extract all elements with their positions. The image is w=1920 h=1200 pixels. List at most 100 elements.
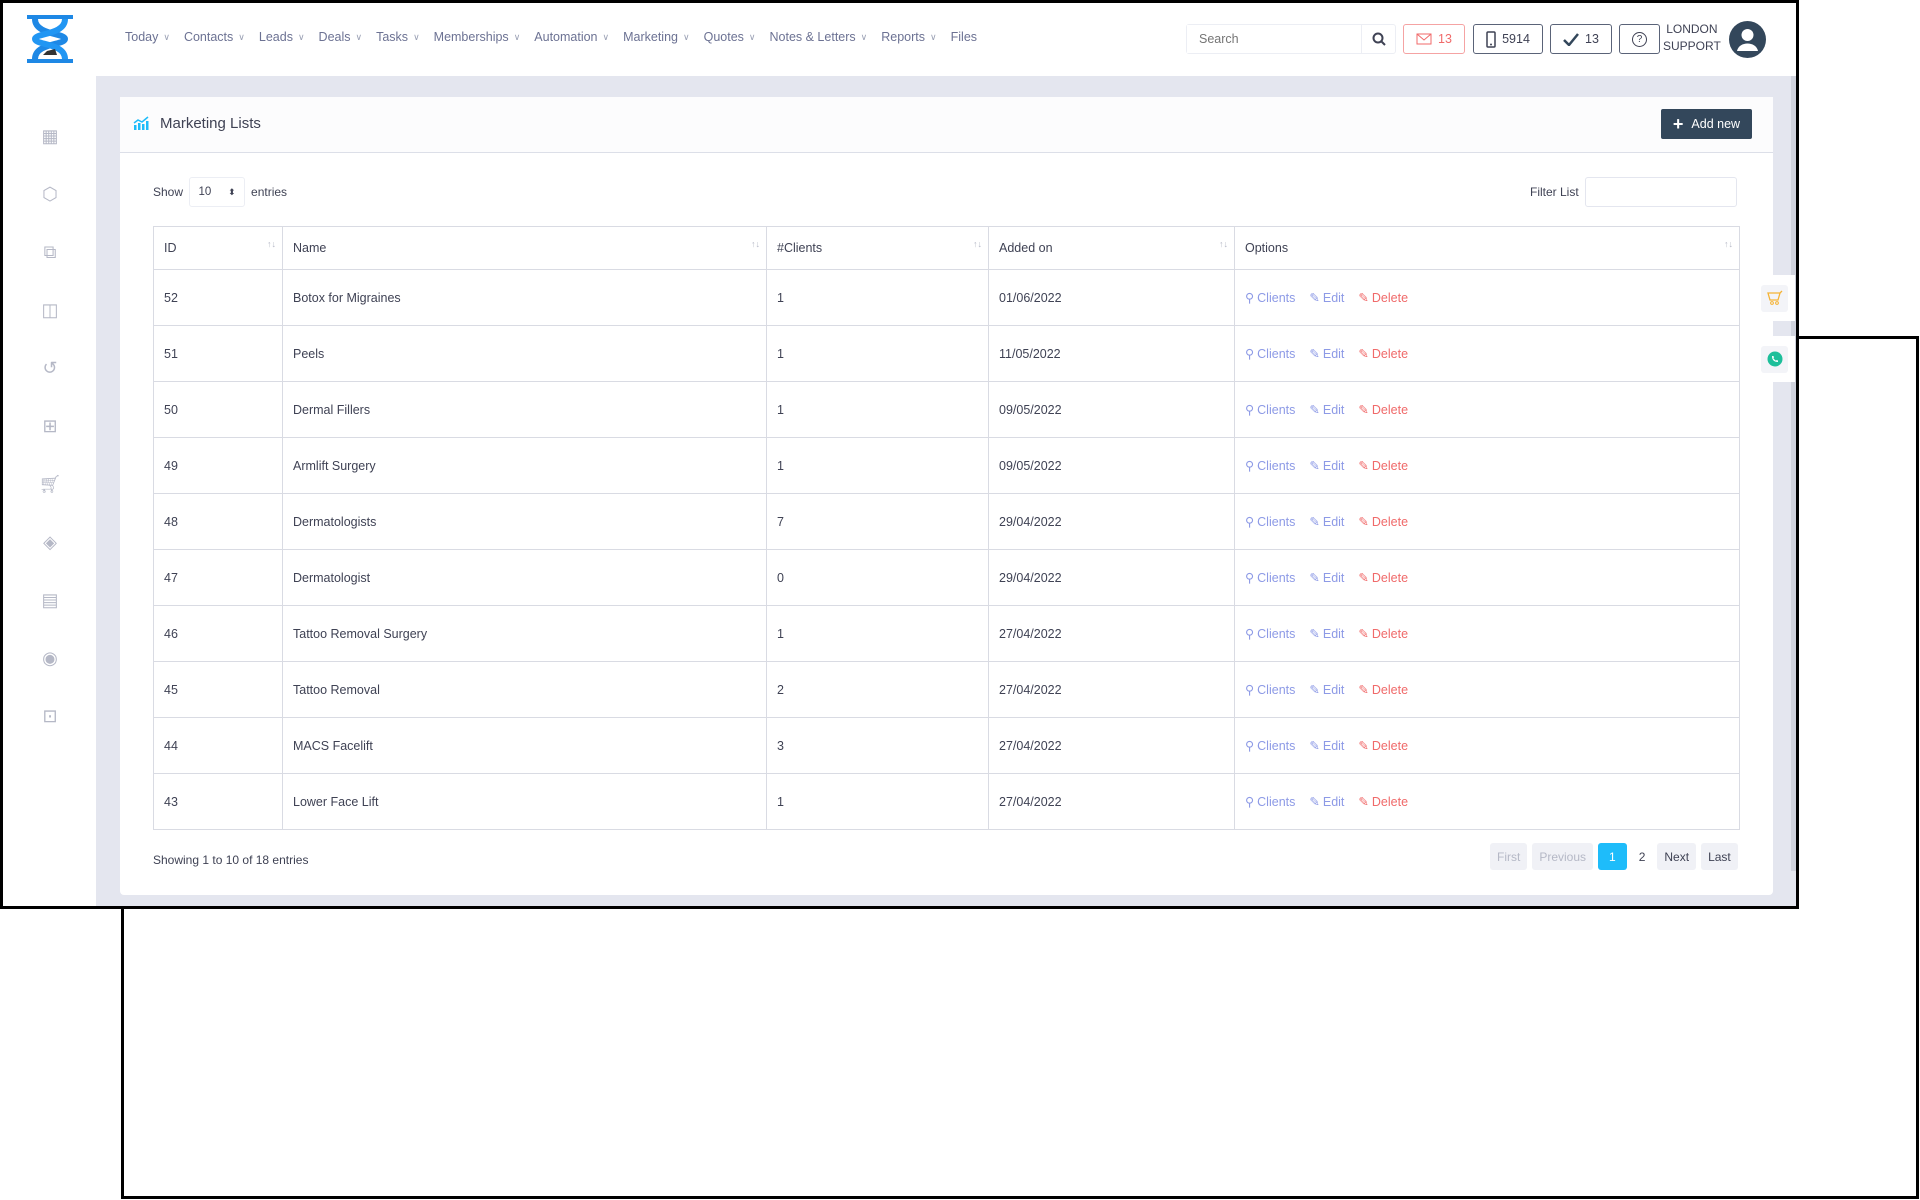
sms-button[interactable]: 5914 — [1473, 24, 1543, 54]
whatsapp-float-button[interactable] — [1754, 336, 1795, 382]
delete-icon: ✎ — [1358, 459, 1369, 473]
user-icon: ⚲ — [1245, 795, 1255, 809]
page-2[interactable]: 2 — [1638, 849, 1646, 864]
report-icon[interactable]: ▤ — [41, 589, 59, 610]
delete-link[interactable]: ✎ Delete — [1358, 458, 1408, 474]
gift-icon[interactable]: ⊞ — [42, 415, 58, 436]
delete-link[interactable]: ✎ Delete — [1358, 514, 1409, 530]
cart-icon[interactable]: 🛒︎ — [38, 473, 62, 494]
delete-link[interactable]: ✎ Delete — [1358, 290, 1408, 306]
add-new-button[interactable]: + Add new — [1661, 109, 1752, 139]
bag-icon[interactable]: ◫ — [41, 299, 59, 320]
clients-link[interactable]: ⚲ Clients — [1245, 626, 1295, 642]
page-last[interactable]: Last — [1701, 843, 1738, 870]
help-button[interactable]: ? — [1619, 24, 1660, 54]
clients-link[interactable]: ⚲ Clients — [1245, 402, 1295, 418]
clients-link[interactable]: ⚲ Clients — [1245, 458, 1295, 474]
edit-link[interactable]: ✎ Edit — [1309, 346, 1344, 362]
nav-item-tasks[interactable]: Tasks ∨ — [376, 30, 420, 44]
added-on-cell: 09/05/2022 — [988, 381, 1235, 438]
clients-link[interactable]: ⚲ Clients — [1245, 514, 1295, 530]
options-cell: ⚲ Clients ✎ Edit ✎ Delete — [1234, 269, 1740, 326]
id-cell: 52 — [153, 269, 283, 326]
column-header-id[interactable]: ID ↑↓ — [153, 226, 283, 270]
nav-item-quotes[interactable]: Quotes ∨ — [704, 30, 756, 44]
entries-select[interactable]: 10 ⬍ — [189, 177, 246, 207]
nav-item-memberships[interactable]: Memberships ∨ — [434, 30, 521, 44]
delete-link[interactable]: ✎ Delete — [1358, 346, 1408, 362]
edit-link[interactable]: ✎ Edit — [1309, 738, 1344, 754]
nav-item-label: Automation — [534, 30, 598, 44]
search-button[interactable] — [1361, 25, 1395, 53]
nav-item-files[interactable]: Files — [951, 30, 977, 44]
user-cycle-icon[interactable]: ◉ — [42, 647, 58, 668]
user-name[interactable]: LONDON SUPPORT — [1663, 21, 1721, 55]
id-cell: 46 — [153, 605, 283, 662]
edit-link[interactable]: ✎ Edit — [1309, 290, 1344, 306]
nav-item-reports[interactable]: Reports ∨ — [881, 30, 936, 44]
edit-link[interactable]: ✎ Edit — [1309, 626, 1344, 642]
clients-link[interactable]: ⚲ Clients — [1245, 682, 1295, 698]
history-icon[interactable]: ↺ — [42, 357, 58, 378]
box-icon[interactable]: ⬡ — [42, 183, 58, 204]
column-header-name[interactable]: Name ↑↓ — [282, 226, 767, 270]
nav-item-automation[interactable]: Automation ∨ — [534, 30, 609, 44]
tasks-button[interactable]: 13 — [1550, 24, 1612, 54]
column-header-options[interactable]: Options ↑↓ — [1234, 226, 1740, 270]
nav-item-label: Marketing — [623, 30, 678, 44]
avatar[interactable] — [1729, 21, 1766, 58]
column-header-clients[interactable]: #Clients ↑↓ — [766, 226, 989, 270]
nav-item-contacts[interactable]: Contacts ∨ — [184, 30, 245, 44]
delete-link[interactable]: ✎ Delete — [1358, 794, 1408, 810]
page-previous[interactable]: Previous — [1532, 843, 1594, 870]
nav-item-leads[interactable]: Leads ∨ — [259, 30, 305, 44]
marketing-lists-card: Marketing Lists + Add new Show 10 ⬍ entri… — [120, 97, 1773, 895]
nav-item-today[interactable]: Today ∨ — [125, 30, 170, 44]
page-first[interactable]: First — [1490, 843, 1528, 870]
user-icon: ⚲ — [1245, 571, 1255, 585]
edit-label: Edit — [1322, 682, 1345, 697]
page-next[interactable]: Next — [1657, 843, 1697, 870]
nav-item-marketing[interactable]: Marketing ∨ — [623, 30, 689, 44]
search-input[interactable] — [1187, 25, 1361, 53]
edit-link[interactable]: ✎ Edit — [1309, 570, 1344, 586]
delete-link[interactable]: ✎ Delete — [1358, 626, 1408, 642]
tag-icon[interactable]: ◈ — [43, 531, 57, 552]
clients-link[interactable]: ⚲ Clients — [1245, 290, 1295, 306]
filter-input[interactable] — [1584, 177, 1737, 207]
nav-item-deals[interactable]: Deals ∨ — [319, 30, 363, 44]
edit-link[interactable]: ✎ Edit — [1309, 682, 1345, 698]
edit-link[interactable]: ✎ Edit — [1309, 402, 1344, 418]
delete-label: Delete — [1371, 738, 1409, 753]
edit-label: Edit — [1322, 458, 1345, 473]
mail-button[interactable]: 13 — [1403, 24, 1465, 54]
table-info: Showing 1 to 10 of 18 entries — [153, 853, 309, 867]
page-scrollbar[interactable] — [1791, 76, 1796, 871]
delete-link[interactable]: ✎ Delete — [1358, 402, 1408, 418]
column-header-addedon[interactable]: Added on ↑↓ — [988, 226, 1235, 270]
calendar-icon[interactable]: ▦ — [41, 125, 59, 146]
name-cell: Tattoo Removal Surgery — [282, 605, 767, 662]
cart-float-button[interactable] — [1754, 275, 1795, 321]
clients-link[interactable]: ⚲ Clients — [1245, 346, 1295, 362]
page-1[interactable]: 1 — [1598, 843, 1627, 870]
copy-icon[interactable]: ⧉ — [43, 241, 57, 262]
clients-link[interactable]: ⚲ Clients — [1245, 570, 1295, 586]
user-icon: ⚲ — [1245, 515, 1255, 529]
options-cell: ⚲ Clients ✎ Edit ✎ Delete — [1234, 325, 1740, 382]
chevron-down-icon: ∨ — [602, 31, 610, 42]
delete-link[interactable]: ✎ Delete — [1358, 738, 1409, 754]
clients-link[interactable]: ⚲ Clients — [1245, 794, 1295, 810]
edit-link[interactable]: ✎ Edit — [1309, 458, 1345, 474]
nav-item-notes-letters[interactable]: Notes & Letters ∨ — [770, 30, 868, 44]
edit-link[interactable]: ✎ Edit — [1309, 514, 1344, 530]
added-on-cell: 27/04/2022 — [988, 605, 1235, 662]
clients-count-cell: 1 — [766, 605, 989, 662]
clients-link[interactable]: ⚲ Clients — [1245, 738, 1295, 754]
delete-link[interactable]: ✎ Delete — [1358, 570, 1408, 586]
delete-link[interactable]: ✎ Delete — [1358, 682, 1408, 698]
lock-icon[interactable]: ⊡ — [42, 705, 58, 726]
delete-label: Delete — [1371, 514, 1409, 529]
user-line-1: LONDON — [1666, 22, 1718, 36]
edit-link[interactable]: ✎ Edit — [1309, 794, 1344, 810]
